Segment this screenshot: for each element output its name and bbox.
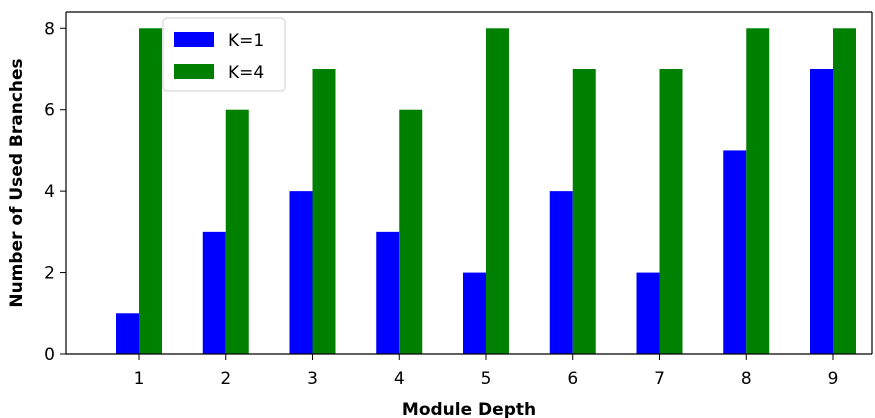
- bar-k4-9: [833, 28, 856, 355]
- legend-label-k4: K=4: [228, 63, 264, 83]
- bar-k1-2: [202, 231, 226, 354]
- bar-k1-7: [636, 272, 660, 354]
- x-tick-label-7: 7: [654, 369, 665, 389]
- x-tick-label-8: 8: [741, 369, 752, 389]
- y-tick-label-6: 6: [44, 101, 55, 121]
- legend-swatch-k4: [174, 64, 214, 79]
- bar-k1-1: [116, 313, 139, 354]
- x-tick-label-2: 2: [220, 369, 231, 389]
- bar-k4-7: [659, 69, 683, 354]
- bar-k4-6: [572, 69, 596, 354]
- legend-label-k1: K=1: [228, 31, 264, 51]
- x-tick-label-3: 3: [307, 369, 318, 389]
- bar-k4-4: [399, 109, 423, 354]
- y-axis-label: Number of Used Branches: [7, 58, 27, 307]
- bar-k1-4: [376, 231, 400, 354]
- bar-k4-5: [486, 28, 509, 355]
- bar-k4-1: [139, 28, 162, 355]
- bar-k1-3: [289, 191, 313, 354]
- bar-k1-9: [810, 69, 833, 354]
- legend-box: [162, 17, 286, 92]
- bar-k1-5: [463, 272, 486, 354]
- y-tick-label-0: 0: [44, 345, 55, 365]
- axes-group: [65, 11, 873, 355]
- x-tick-label-4: 4: [394, 369, 405, 389]
- bar-k1-6: [549, 191, 573, 354]
- bar-k4-3: [312, 69, 336, 354]
- bar-k1-8: [723, 150, 747, 354]
- y-tick-label-2: 2: [44, 264, 55, 284]
- y-tick-label-8: 8: [44, 19, 55, 39]
- x-tick-label-6: 6: [567, 369, 578, 389]
- legend-swatch-k1: [174, 32, 214, 47]
- bars-group: [116, 28, 856, 355]
- bar-k4-2: [225, 109, 249, 354]
- x-tick-label-5: 5: [481, 369, 492, 389]
- x-axis-label: Module Depth: [402, 400, 536, 418]
- ticks-group: 1 2 3 4 5 6 7 8 9 0 2 4 6 8: [44, 19, 838, 389]
- x-tick-label-1: 1: [134, 369, 145, 389]
- legend: K=1 K=4: [162, 17, 286, 92]
- x-tick-label-9: 9: [828, 369, 839, 389]
- y-tick-label-4: 4: [44, 182, 55, 202]
- bar-k4-8: [746, 28, 770, 355]
